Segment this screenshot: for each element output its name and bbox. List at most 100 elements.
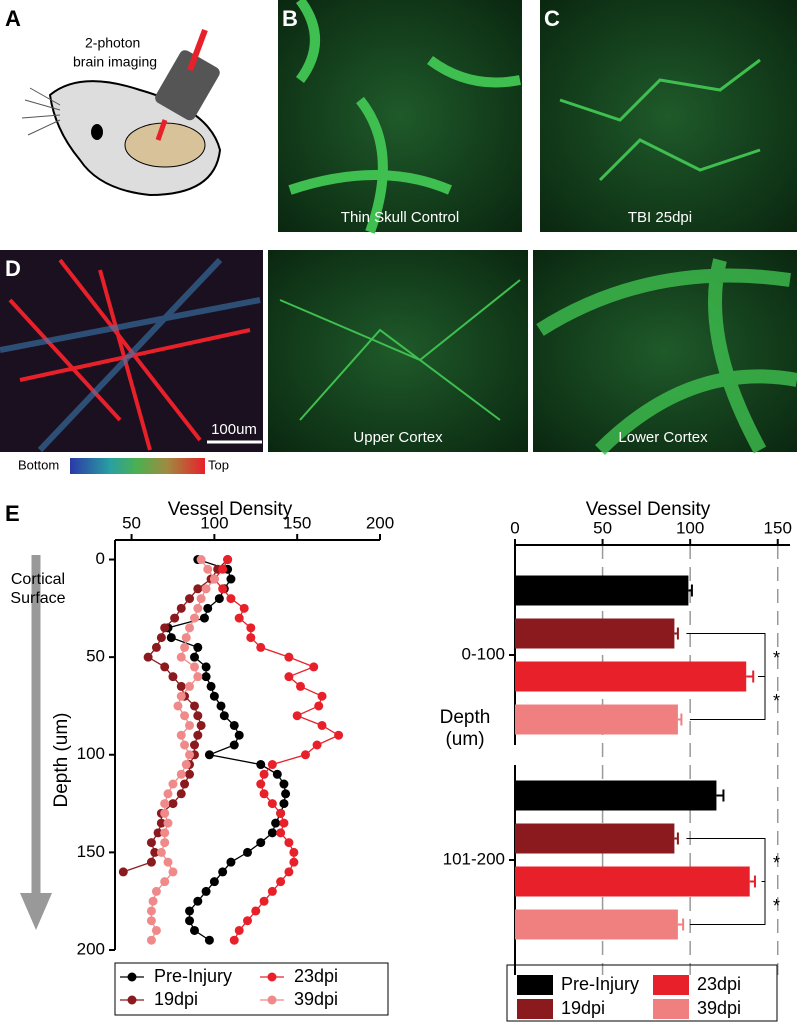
data-point: [150, 847, 160, 857]
x-tick-label: 0: [510, 518, 519, 537]
data-point: [218, 564, 228, 574]
data-point: [281, 789, 291, 799]
data-point: [160, 838, 170, 848]
data-point: [276, 828, 286, 838]
legend-marker: [127, 995, 137, 1005]
data-point: [289, 847, 299, 857]
data-point: [163, 857, 173, 867]
data-point: [218, 867, 228, 877]
data-point: [180, 779, 190, 789]
data-point: [181, 760, 191, 770]
data-point: [259, 769, 269, 779]
data-point: [226, 857, 236, 867]
data-point: [170, 613, 180, 623]
data-point: [163, 818, 173, 828]
legend-label: 19dpi: [561, 998, 605, 1018]
legend-label: 23dpi: [697, 974, 741, 994]
data-point: [289, 857, 299, 867]
panel-label: E: [5, 501, 20, 526]
data-point: [185, 750, 195, 760]
image-c: [540, 0, 797, 232]
data-point: [292, 711, 302, 721]
data-point: [146, 857, 156, 867]
bar: [515, 704, 678, 735]
data-point: [176, 769, 186, 779]
data-point: [229, 740, 239, 750]
data-point: [209, 691, 219, 701]
data-point: [267, 828, 277, 838]
data-point: [229, 720, 239, 730]
legend-swatch: [653, 999, 689, 1019]
data-point: [276, 808, 286, 818]
data-point: [314, 701, 324, 711]
data-point: [256, 642, 266, 652]
caption: TBI 25dpi: [628, 209, 692, 226]
data-point: [168, 867, 178, 877]
data-point: [160, 877, 170, 887]
error-bar: [677, 918, 685, 931]
data-point: [251, 906, 261, 916]
data-point: [267, 799, 277, 809]
colorbar: [70, 458, 205, 474]
bar: [515, 866, 750, 897]
data-point: [160, 808, 170, 818]
data-point: [226, 594, 236, 604]
data-point: [196, 594, 206, 604]
data-point: [246, 633, 256, 643]
error-bar: [674, 627, 679, 640]
data-point: [151, 642, 161, 652]
data-point: [312, 740, 322, 750]
bar: [515, 661, 747, 692]
data-point: [204, 750, 214, 760]
data-point: [176, 681, 186, 691]
data-point: [193, 730, 203, 740]
data-point: [267, 760, 277, 770]
data-point: [201, 662, 211, 672]
data-point: [218, 584, 228, 594]
caption: Upper Cortex: [353, 429, 443, 446]
data-point: [176, 603, 186, 613]
significance: *: [773, 691, 780, 711]
y-tick-label: 50: [86, 647, 105, 666]
data-point: [259, 896, 269, 906]
data-point: [118, 867, 128, 877]
legend-marker: [267, 972, 277, 982]
y-axis-title: Depth: [440, 707, 491, 728]
data-point: [317, 691, 327, 701]
data-point: [190, 925, 199, 935]
legend-label: 39dpi: [697, 998, 741, 1018]
legend-box: [506, 964, 778, 1022]
data-point: [180, 642, 190, 652]
data-point: [185, 681, 195, 691]
data-point: [190, 740, 199, 750]
data-point: [176, 691, 186, 701]
data-point: [201, 584, 211, 594]
series-line: [150, 559, 216, 941]
annotation: Surface: [10, 590, 65, 607]
data-point: [146, 838, 156, 848]
data-point: [256, 838, 266, 848]
significance: *: [773, 896, 780, 916]
panel-label: A: [5, 6, 21, 31]
data-point: [256, 760, 266, 770]
data-point: [279, 779, 289, 789]
data-point: [185, 594, 195, 604]
data-point: [185, 916, 195, 926]
legend-swatch: [517, 999, 553, 1019]
data-point: [143, 652, 153, 662]
series-line: [167, 558, 287, 941]
data-point: [243, 916, 252, 926]
data-point: [185, 906, 195, 916]
bracket: [689, 881, 766, 925]
legend-swatch: [517, 975, 553, 995]
data-point: [259, 789, 269, 799]
bar: [515, 909, 678, 940]
data-point: [151, 925, 161, 935]
data-point: [180, 740, 190, 750]
data-point: [185, 769, 195, 779]
data-point: [160, 623, 170, 633]
data-point: [284, 652, 294, 662]
colorbar-label: Top: [208, 457, 229, 472]
data-point: [246, 623, 256, 633]
legend-label: Pre-Injury: [154, 966, 232, 986]
